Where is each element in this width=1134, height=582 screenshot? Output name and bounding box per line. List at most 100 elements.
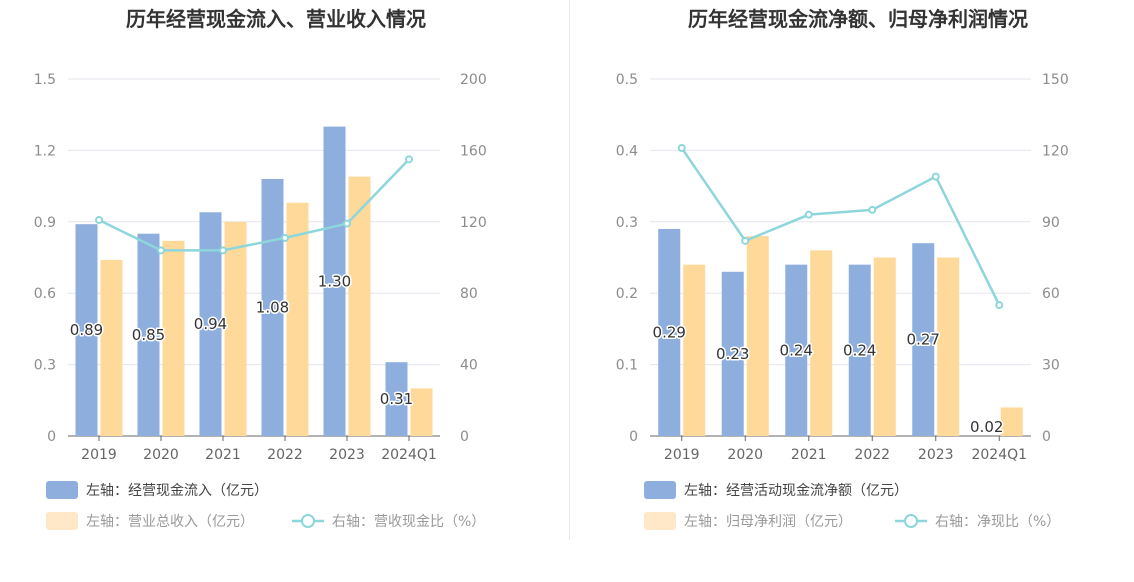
right-chart-bar-data-label: 0.24 xyxy=(780,341,813,359)
left-chart-legend-line-marker xyxy=(301,514,315,528)
left-chart-title: 历年经营现金流入、营业收入情况 xyxy=(126,7,426,31)
left-chart-bar-series2 xyxy=(100,259,123,436)
right-chart-title: 历年经营现金流净额、归母净利润情况 xyxy=(688,7,1028,31)
left-chart-ratio-point xyxy=(95,216,103,225)
left-chart-bar-series1 xyxy=(323,126,346,436)
left-chart-bar-data-label: 0.94 xyxy=(194,315,227,333)
left-chart-bar-series1 xyxy=(261,178,284,436)
left-chart-left-tick-label: 1.5 xyxy=(34,72,56,88)
right-chart-bar-series2 xyxy=(683,264,706,436)
right-chart-ratio-point xyxy=(931,172,940,181)
right-chart-bar-series1 xyxy=(785,264,808,436)
right-chart-right-tick-label: 30 xyxy=(1042,358,1060,374)
left-chart-ratio-point xyxy=(343,219,351,228)
right-chart-ratio-point xyxy=(804,210,813,219)
right-chart-bar-series1 xyxy=(721,271,744,436)
right-chart-x-tick-label: 2023 xyxy=(918,447,954,463)
right-chart-legend-swatch-series2 xyxy=(644,512,676,530)
left-chart-ratio-point xyxy=(405,155,413,164)
right-chart-bar-series1 xyxy=(658,228,681,436)
left-chart-right-tick-label: 40 xyxy=(460,358,478,374)
left-chart-bar-data-label: 1.30 xyxy=(318,272,351,290)
left-chart-bar-data-label: 1.08 xyxy=(256,298,289,316)
right-chart-right-tick-label: 120 xyxy=(1042,143,1069,159)
right-chart-right-tick-label: 60 xyxy=(1042,286,1060,302)
left-chart-x-tick-label: 2023 xyxy=(329,447,365,463)
right-chart-bar-data-label: 0.27 xyxy=(907,331,940,349)
right-chart-right-tick-label: 150 xyxy=(1042,72,1069,88)
left-chart-legend-swatch-series2 xyxy=(46,512,78,530)
right-chart-left-tick-label: 0.1 xyxy=(616,358,638,374)
left-chart-bar-series1 xyxy=(199,212,222,436)
right-chart-bar-series1 xyxy=(848,264,871,436)
left-chart-bar-series2 xyxy=(224,221,247,436)
right-chart-bar-series1 xyxy=(912,243,935,436)
left-chart-ratio-point xyxy=(281,233,289,242)
right-chart-legend-label-series1: 左轴：经营活动现金流净额（亿元） xyxy=(684,483,908,499)
right-chart-bar-series2 xyxy=(810,250,833,436)
left-chart-ratio-point xyxy=(219,246,227,255)
right-chart-ratio-point xyxy=(868,205,877,214)
left-chart-right-tick-label: 200 xyxy=(460,72,487,88)
left-chart-x-tick-label: 2019 xyxy=(81,447,117,463)
right-chart-legend-line-marker xyxy=(904,514,918,528)
right-chart-x-tick-label: 2019 xyxy=(664,447,700,463)
left-chart-x-tick-label: 2021 xyxy=(205,447,241,463)
left-chart-bar-series1 xyxy=(385,362,408,436)
left-chart-left-tick-label: 0 xyxy=(47,429,56,445)
right-chart-x-tick-label: 2020 xyxy=(727,447,763,463)
left-chart-right-tick-label: 80 xyxy=(460,286,478,302)
left-chart-left-tick-label: 0.3 xyxy=(34,358,56,374)
left-chart-left-tick-label: 0.6 xyxy=(34,286,56,302)
right-chart-legend-label-series2: 左轴：归母净利润（亿元） xyxy=(684,513,852,530)
right-chart-bar-data-label: 0.24 xyxy=(843,341,876,359)
left-chart-right-tick-label: 160 xyxy=(460,143,487,159)
right-chart-left-tick-label: 0.5 xyxy=(616,72,638,88)
left-chart-legend-label-series1: 左轴：经营现金流入（亿元） xyxy=(86,483,268,499)
left-chart-x-tick-label: 2024Q1 xyxy=(381,447,437,463)
right-chart-x-tick-label: 2024Q1 xyxy=(971,447,1027,463)
right-chart-bar-series2 xyxy=(937,257,960,436)
left-chart-bar-series1 xyxy=(75,224,98,436)
right-chart-bar-series2 xyxy=(746,236,769,436)
right-chart-left-tick-label: 0.3 xyxy=(616,215,638,231)
left-chart-x-tick-label: 2020 xyxy=(143,447,179,463)
left-chart-bar-data-label: 0.89 xyxy=(70,321,103,339)
left-chart-legend-label-series2: 左轴：营业总收入（亿元） xyxy=(86,514,254,530)
right-chart-bar-data-label: 0.23 xyxy=(716,345,749,363)
left-chart-ratio-point xyxy=(157,246,165,255)
left-chart-bar-series1 xyxy=(137,233,160,436)
left-chart-bar-data-label: 0.31 xyxy=(380,390,413,408)
right-chart-ratio-point xyxy=(741,236,750,245)
left-chart-x-tick-label: 2022 xyxy=(267,447,303,463)
right-chart-x-tick-label: 2022 xyxy=(854,447,890,463)
left-chart-bar-series2 xyxy=(286,202,309,436)
left-chart-left-tick-label: 0.9 xyxy=(34,215,56,231)
right-chart-left-tick-label: 0 xyxy=(629,429,638,445)
right-chart-ratio-point xyxy=(995,301,1004,310)
left-chart-bar-data-label: 0.85 xyxy=(132,326,165,344)
right-chart-ratio-line xyxy=(680,147,1001,306)
panel-divider xyxy=(569,0,570,540)
right-chart-left-tick-label: 0.4 xyxy=(616,143,638,159)
left-chart-right-tick-label: 0 xyxy=(460,429,469,445)
left-chart-left-tick-label: 1.2 xyxy=(34,143,56,159)
left-chart-right-tick-label: 120 xyxy=(460,215,487,231)
left-chart-bar-series2 xyxy=(410,388,433,436)
right-chart-right-tick-label: 0 xyxy=(1042,429,1051,445)
right-chart-bar-series2 xyxy=(1000,407,1023,436)
right-chart-bar-data-label: 0.29 xyxy=(653,323,686,341)
left-chart-legend-label-line: 右轴：营收现金比（%） xyxy=(332,514,485,530)
right-chart-right-tick-label: 90 xyxy=(1042,215,1060,231)
right-chart-left-tick-label: 0.2 xyxy=(616,286,638,302)
right-chart-legend-swatch-series1 xyxy=(644,481,676,499)
left-chart-ratio-line xyxy=(98,158,410,252)
right-chart-legend-label-line: 右轴：净现比（%） xyxy=(935,514,1060,530)
left-chart-bar-series2 xyxy=(348,176,371,436)
left-chart-legend-swatch-series1 xyxy=(46,481,78,499)
left-chart-bar-series2 xyxy=(162,240,185,436)
right-chart-bar-series2 xyxy=(873,257,896,436)
right-chart-ratio-point xyxy=(677,144,686,153)
right-chart-x-tick-label: 2021 xyxy=(791,447,827,463)
